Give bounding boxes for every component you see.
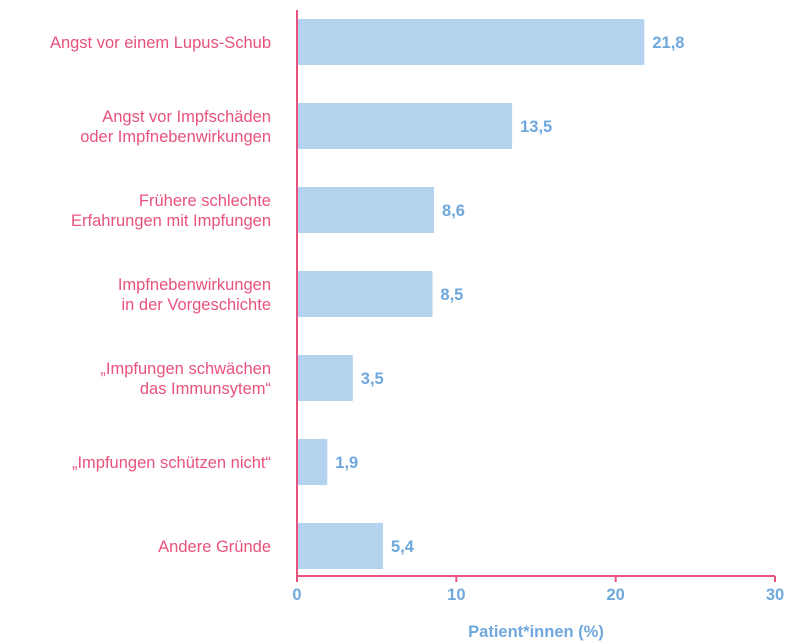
category-label: Angst vor einem Lupus-Schub (50, 34, 271, 52)
bar (297, 355, 353, 401)
category-label: Frühere schlechte Erfahrungen mit Impfung… (71, 192, 271, 230)
category-label: „Impfungen schwächen das Immunsytem“ (100, 360, 271, 398)
category-label: „Impfungen schützen nicht“ (72, 454, 271, 472)
bar (297, 103, 513, 149)
bar (297, 523, 384, 569)
x-tick-label: 30 (766, 586, 784, 604)
x-axis-title: Patient*innen (%) (468, 623, 604, 641)
bar-value-label: 8,6 (442, 202, 465, 220)
bar (297, 19, 645, 65)
bar-value-label: 8,5 (440, 286, 463, 304)
x-tick-label: 20 (606, 586, 624, 604)
value-labels: 21,8 13,5 8,6 8,5 3,5 1,9 5,4 (335, 34, 684, 556)
category-label: Impfnebenwirkungen in der Vorgeschichte (118, 276, 271, 314)
bar-value-label: 5,4 (391, 538, 415, 556)
bar-value-label: 21,8 (652, 34, 684, 52)
bar (297, 439, 328, 485)
x-tick-label: 10 (447, 586, 465, 604)
category-label: Angst vor Impfschäden oder Impfnebenwirku… (80, 108, 271, 146)
bars (297, 19, 645, 569)
category-label: Andere Gründe (158, 538, 271, 556)
bar (297, 187, 435, 233)
x-axis-ticks: 0 10 20 30 (292, 576, 784, 604)
x-tick-label: 0 (292, 586, 301, 604)
bar-value-label: 1,9 (335, 454, 358, 472)
category-labels: Angst vor einem Lupus-Schub Angst vor Imp… (50, 34, 271, 556)
bar-value-label: 13,5 (520, 118, 552, 136)
bar-value-label: 3,5 (361, 370, 384, 388)
bar (297, 271, 433, 317)
